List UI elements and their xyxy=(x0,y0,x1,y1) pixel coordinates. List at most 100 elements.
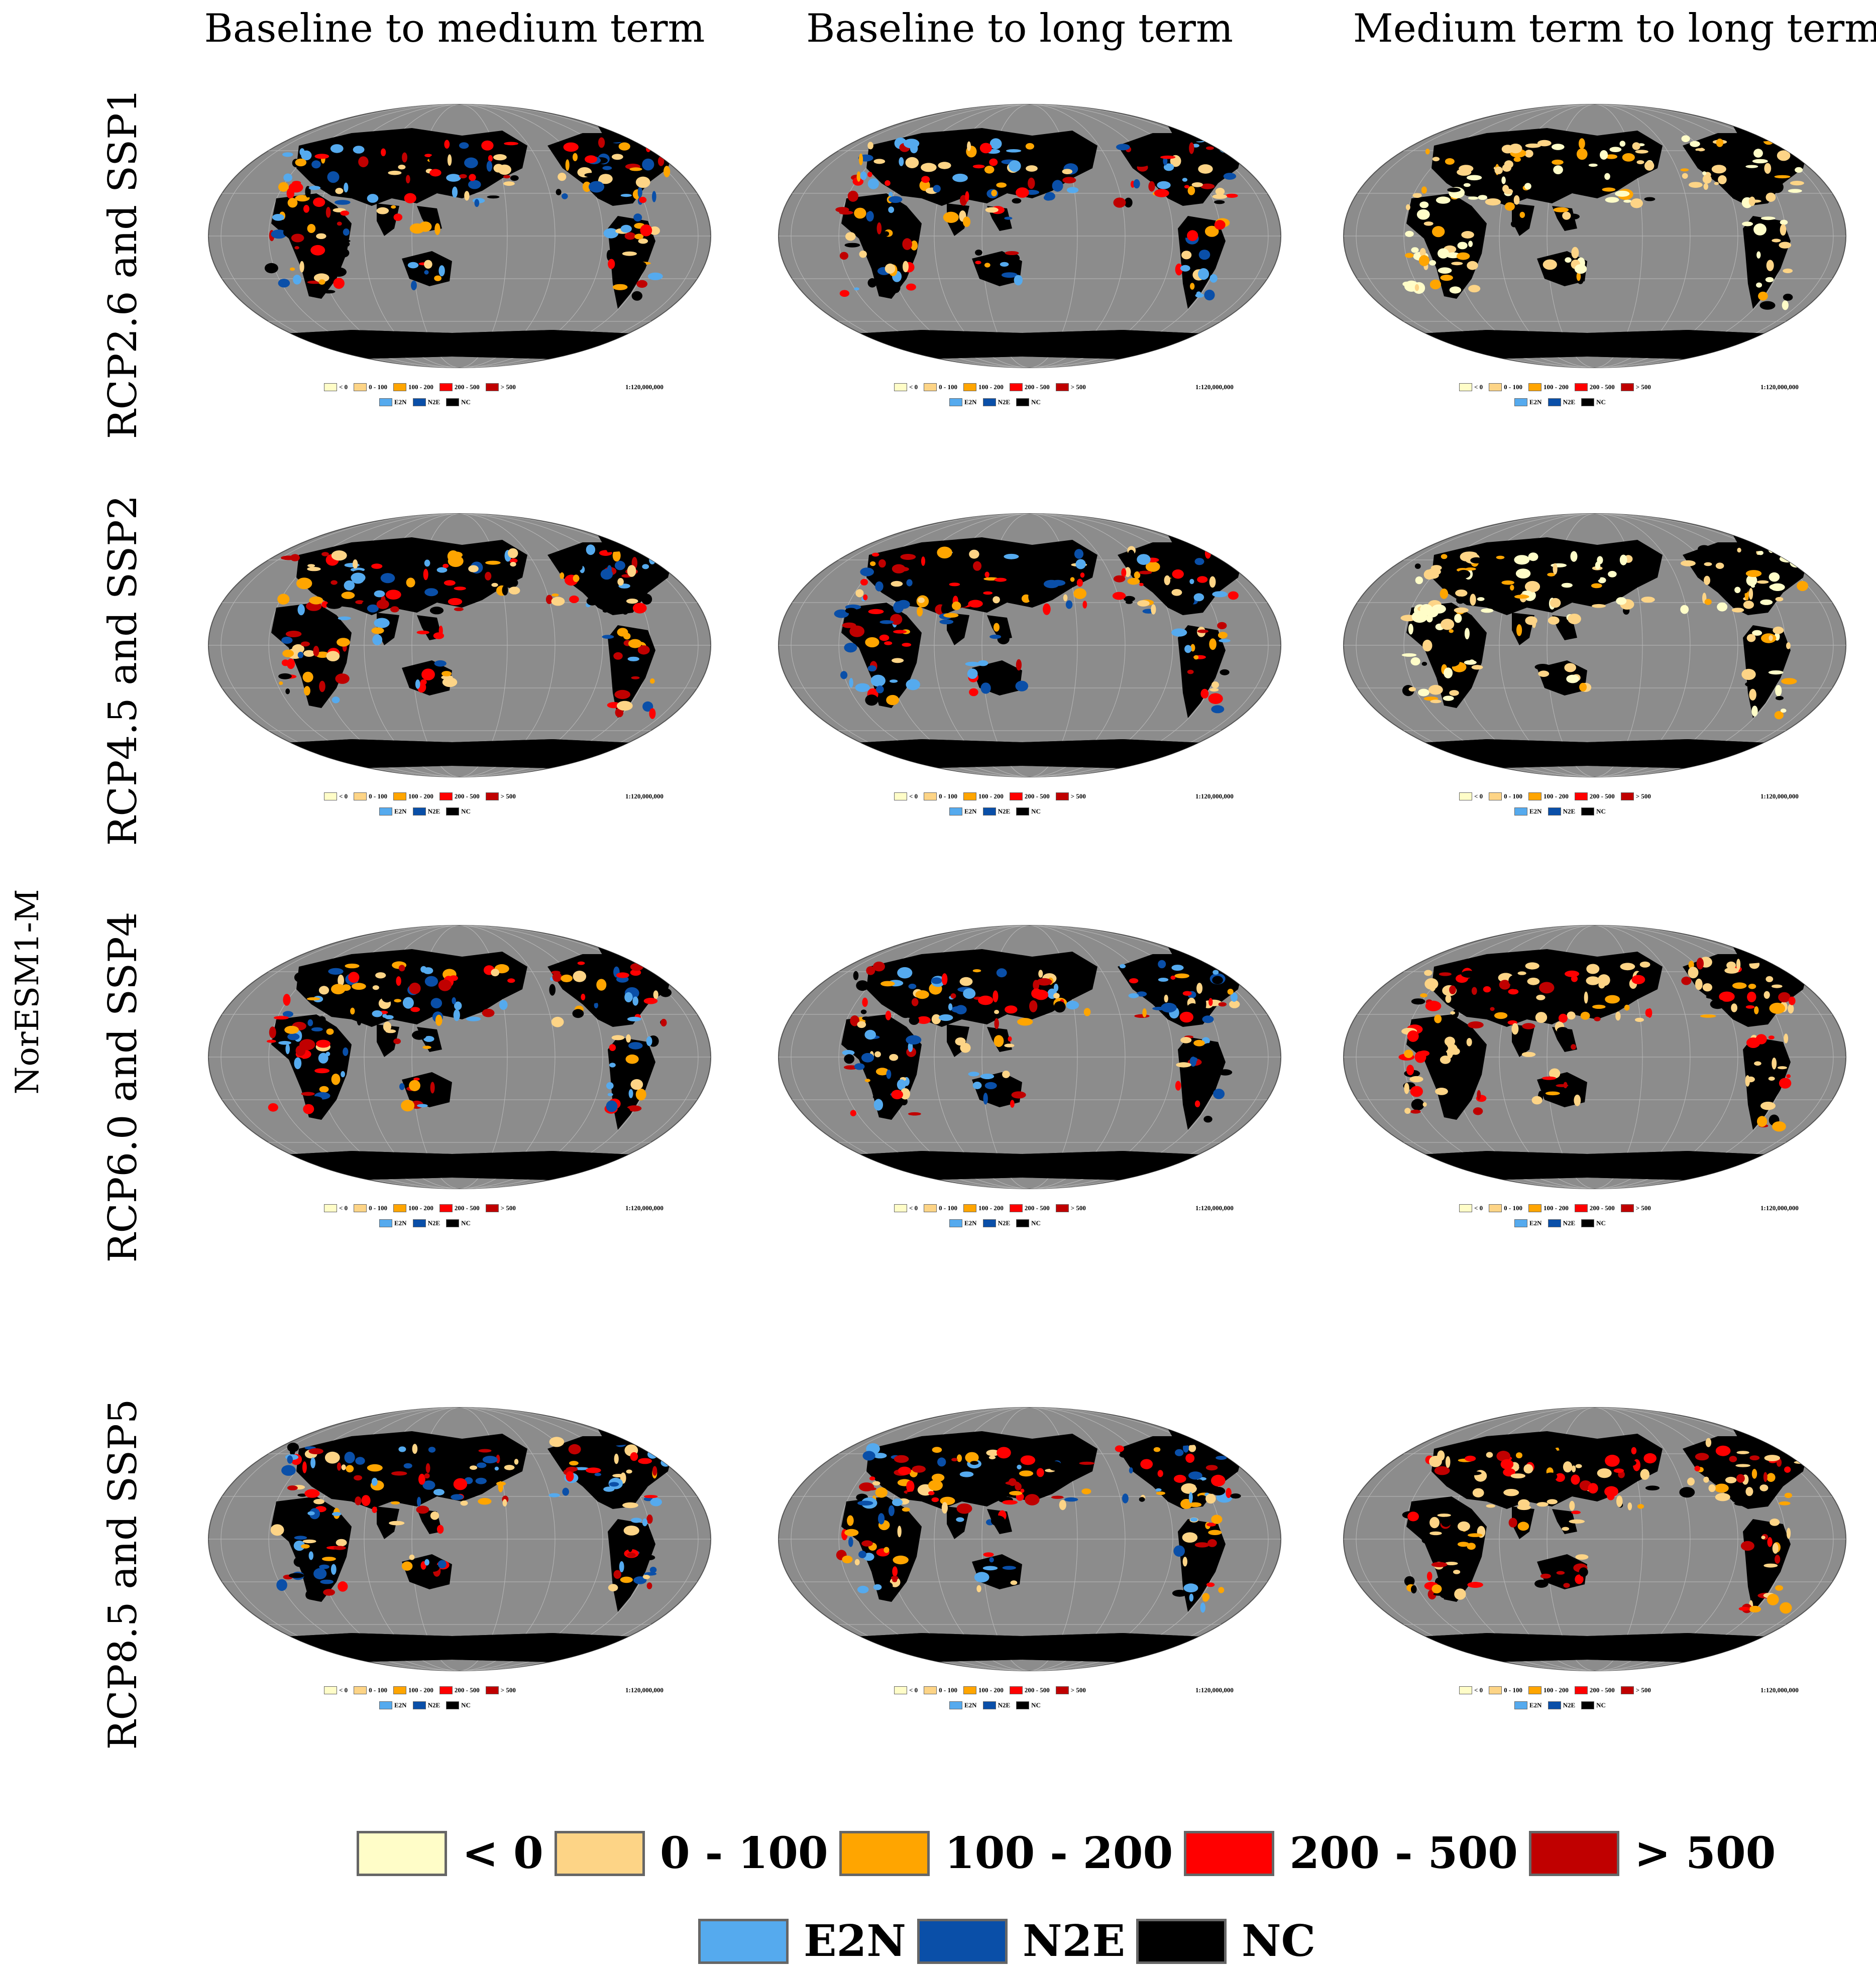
land-change-patch xyxy=(1153,1447,1161,1452)
mini-legend-label: N2E xyxy=(427,1219,440,1227)
mini-legend-label: N2E xyxy=(998,1219,1011,1227)
land-change-patch xyxy=(1457,1542,1470,1547)
mini-legend-label: > 500 xyxy=(500,1204,516,1212)
land-change-patch xyxy=(1706,995,1716,999)
land-change-patch xyxy=(879,634,890,641)
land-change-patch xyxy=(1074,549,1084,559)
land-change-patch xyxy=(1563,1583,1570,1588)
land-change-patch xyxy=(1556,1084,1569,1087)
land-change-patch xyxy=(1425,1000,1442,1011)
land-change-patch xyxy=(1789,996,1796,1005)
land-change-patch xyxy=(1705,1438,1712,1447)
land-change-patch xyxy=(316,675,321,679)
land-change-patch xyxy=(297,651,304,658)
land-change-patch xyxy=(1454,607,1469,613)
land-change-patch xyxy=(1002,1566,1016,1570)
land-change-patch xyxy=(1441,1517,1452,1527)
land-change-patch xyxy=(1457,242,1468,250)
land-change-patch xyxy=(303,205,309,213)
land-change-patch xyxy=(1036,978,1052,986)
land-change-patch xyxy=(1012,198,1022,204)
land-change-patch xyxy=(1125,600,1133,604)
land-change-patch xyxy=(1696,958,1704,970)
land-change-patch xyxy=(1439,1587,1453,1599)
land-change-patch xyxy=(1566,674,1579,683)
row-title-rcp45-ssp2: RCP4.5 and SSP2 xyxy=(100,495,146,846)
mini-legend-swatch xyxy=(446,1219,460,1227)
mini-legend-swatch xyxy=(379,1219,392,1227)
land-change-patch xyxy=(1579,138,1585,149)
land-change-patch xyxy=(380,573,395,584)
land-change-patch xyxy=(307,564,315,567)
land-change-patch xyxy=(1635,150,1648,154)
land-change-patch xyxy=(628,1042,643,1050)
land-change-patch xyxy=(893,630,907,634)
land-change-patch xyxy=(1454,614,1462,623)
map-scale: 1:120,000,000 xyxy=(1195,1686,1234,1694)
land-change-patch xyxy=(1171,628,1187,637)
land-change-patch xyxy=(337,638,350,647)
land-change-patch xyxy=(903,261,909,273)
mini-legend-label: E2N xyxy=(1529,807,1542,815)
mini-legend-label: E2N xyxy=(1529,398,1542,406)
land-change-patch xyxy=(992,990,999,1002)
mini-legend-swatch xyxy=(393,383,407,391)
land-change-patch xyxy=(1456,252,1470,260)
land-change-patch xyxy=(494,1466,499,1471)
land-change-patch xyxy=(633,1576,647,1584)
land-change-patch xyxy=(921,163,937,172)
land-change-patch xyxy=(1028,177,1035,189)
land-change-patch xyxy=(1510,983,1521,989)
land-change-patch xyxy=(862,1451,875,1461)
land-change-patch xyxy=(1428,684,1443,695)
land-change-patch xyxy=(941,1469,952,1473)
land-change-patch xyxy=(1748,588,1753,600)
map-scale: 1:120,000,000 xyxy=(625,383,664,391)
land-change-patch xyxy=(1783,268,1793,273)
land-change-patch xyxy=(1757,1116,1768,1127)
land-change-patch xyxy=(1216,1456,1227,1460)
land-change-patch xyxy=(1004,216,1013,220)
land-change-patch xyxy=(311,1027,323,1031)
land-change-patch xyxy=(1537,140,1552,147)
land-change-patch xyxy=(608,1584,618,1592)
land-change-patch xyxy=(600,568,613,580)
land-change-patch xyxy=(857,1585,869,1593)
mini-legend-label: 0 - 100 xyxy=(1504,1686,1523,1694)
land-change-patch xyxy=(1154,189,1169,197)
land-change-patch xyxy=(901,1011,911,1018)
mini-legend-label: < 0 xyxy=(909,383,918,391)
mini-legend-swatch xyxy=(924,792,937,800)
land-change-patch xyxy=(624,232,636,240)
land-change-patch xyxy=(611,1035,625,1040)
land-change-patch xyxy=(1438,267,1452,274)
land-change-patch xyxy=(1128,549,1135,559)
land-change-patch xyxy=(1645,1485,1660,1490)
land-antarctica-nc xyxy=(846,739,1213,768)
land-change-patch xyxy=(1748,984,1756,989)
land-change-patch xyxy=(1208,1530,1222,1535)
land-change-patch xyxy=(1775,685,1782,697)
land-change-patch xyxy=(959,977,973,986)
land-change-patch xyxy=(649,1567,657,1573)
land-africa xyxy=(271,1496,352,1602)
land-change-patch xyxy=(1207,1539,1217,1547)
land-change-patch xyxy=(1769,1002,1786,1014)
land-antarctica-nc xyxy=(1411,1633,1778,1662)
land-change-patch xyxy=(1189,142,1194,154)
graticule-meridian xyxy=(1547,514,1643,777)
land-antarctica-nc xyxy=(276,330,643,359)
land-change-patch xyxy=(436,567,448,573)
land-change-patch xyxy=(302,1558,307,1562)
land-change-patch xyxy=(1180,1037,1192,1043)
land-change-patch xyxy=(413,1077,420,1081)
land-change-patch xyxy=(1736,1451,1749,1454)
land-change-patch xyxy=(358,156,369,168)
land-change-patch xyxy=(1536,1502,1549,1507)
land-change-patch xyxy=(1760,216,1776,220)
land-change-patch xyxy=(1704,575,1710,585)
land-change-patch xyxy=(906,283,916,291)
land-change-patch xyxy=(602,166,612,170)
land-change-patch xyxy=(870,674,886,687)
